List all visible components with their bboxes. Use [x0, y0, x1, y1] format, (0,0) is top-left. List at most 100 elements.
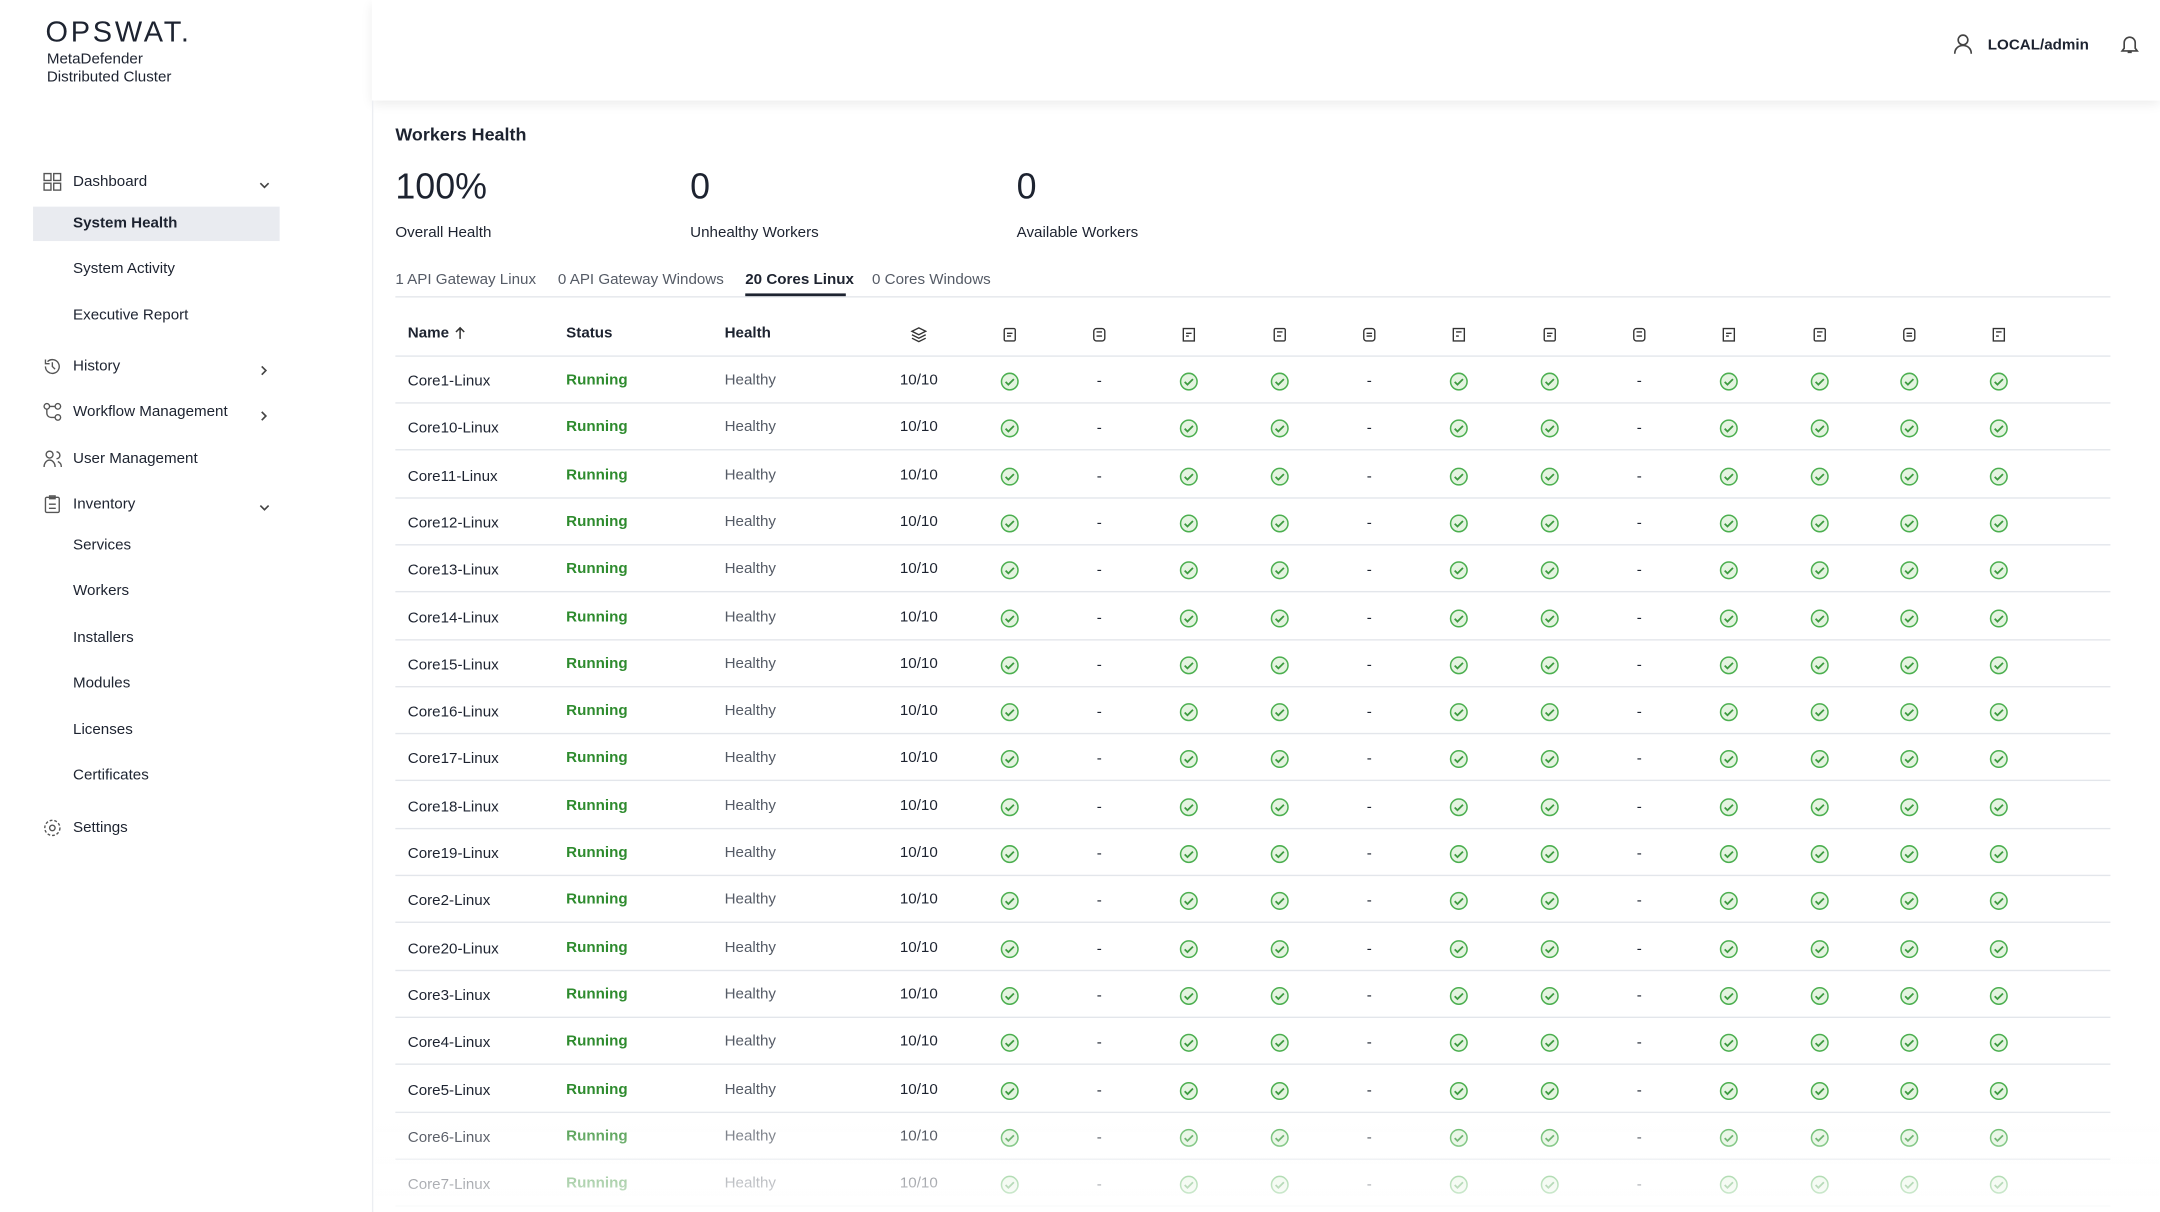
worker-name[interactable]: Core15-Linux	[407, 656, 499, 674]
check-icon	[1989, 939, 2008, 958]
worker-count: 10/10	[899, 891, 938, 909]
worker-name[interactable]: Core7-Linux	[407, 1176, 491, 1194]
worker-name[interactable]: Core18-Linux	[407, 798, 499, 816]
check-icon	[1900, 561, 1919, 580]
chevron	[259, 182, 270, 189]
check-icon	[1449, 1175, 1468, 1194]
nav-subitem[interactable]: Executive Report	[73, 306, 189, 324]
check-icon	[1540, 561, 1559, 580]
worker-name[interactable]: Core2-Linux	[407, 893, 491, 910]
worker-health: Healthy	[724, 371, 776, 389]
empty-cell: -	[1096, 940, 1102, 957]
check-icon	[1540, 939, 1559, 958]
nav-item[interactable]: Dashboard	[73, 173, 148, 191]
worker-name[interactable]: Core17-Linux	[407, 751, 499, 768]
worker-name[interactable]: Core20-Linux	[407, 940, 499, 957]
check-icon-wrap	[1179, 1033, 1198, 1059]
nav-subitem[interactable]: System Activity	[73, 260, 175, 277]
nav-item[interactable]: History	[73, 358, 121, 375]
check-icon	[1449, 986, 1468, 1005]
nav-item[interactable]: Workflow Management	[73, 403, 228, 421]
worker-name[interactable]: Core12-Linux	[407, 515, 499, 532]
check-icon	[1989, 1081, 2008, 1100]
row-border	[395, 638, 2111, 640]
worker-name[interactable]: Core16-Linux	[407, 704, 499, 721]
nav-icon	[44, 819, 61, 837]
check-icon	[1900, 1081, 1919, 1100]
check-icon	[1810, 939, 1829, 958]
row-border	[395, 732, 2111, 735]
empty-cell: -	[1366, 751, 1372, 768]
tab[interactable]: 1 API Gateway Linux	[395, 271, 537, 288]
worker-status: Running	[566, 608, 628, 625]
nav-subitem[interactable]: Services	[73, 536, 132, 554]
check-icon-wrap	[1270, 1128, 1289, 1154]
tab[interactable]: 0 Cores Windows	[871, 271, 991, 288]
nav-subitem[interactable]: Workers	[73, 582, 130, 600]
worker-name[interactable]: Core14-Linux	[407, 609, 499, 627]
check-icon-wrap	[1000, 419, 1019, 445]
column-header[interactable]: Status	[566, 325, 613, 342]
check-icon	[1179, 608, 1198, 627]
check-icon-wrap	[1000, 466, 1019, 492]
row-border	[395, 496, 2111, 499]
tab-underline	[745, 293, 846, 297]
check-icon	[1000, 514, 1019, 533]
logo: OPSWAT.	[45, 16, 192, 49]
worker-name[interactable]: Core19-Linux	[407, 845, 499, 863]
worker-name[interactable]: Core5-Linux	[407, 1082, 491, 1099]
worker-health: Healthy	[724, 560, 776, 578]
check-icon-wrap	[1000, 608, 1019, 634]
check-icon	[1270, 845, 1289, 864]
check-icon-wrap	[1000, 797, 1019, 823]
worker-status: Running	[566, 1175, 628, 1192]
check-icon	[1000, 750, 1019, 769]
worker-name[interactable]: Core1-Linux	[407, 373, 491, 390]
nav-item[interactable]: Settings	[73, 819, 128, 837]
nav-subitem[interactable]: Installers	[73, 628, 134, 646]
nav-subitem[interactable]: Licenses	[73, 721, 133, 738]
column-header[interactable]: Name	[407, 325, 450, 342]
tab[interactable]: 20 Cores Linux	[745, 271, 854, 288]
check-icon-wrap	[1449, 608, 1468, 634]
nav-selected-bg	[33, 205, 280, 241]
chevron-wrap	[258, 497, 272, 522]
check-icon	[1719, 892, 1738, 911]
column-header[interactable]: Health	[724, 325, 771, 342]
worker-name[interactable]: Core13-Linux	[407, 562, 499, 579]
check-icon	[1000, 656, 1019, 675]
check-icon-wrap	[1810, 750, 1829, 776]
worker-name[interactable]: Core6-Linux	[407, 1129, 491, 1146]
worker-name[interactable]: Core10-Linux	[407, 420, 499, 438]
check-icon-wrap	[1810, 703, 1829, 729]
check-icon-wrap	[1179, 750, 1198, 776]
tab[interactable]: 0 API Gateway Windows	[557, 271, 724, 288]
user-name[interactable]: LOCAL/admin	[1987, 37, 2089, 54]
nav-subitem[interactable]: Certificates	[73, 767, 149, 784]
check-icon-wrap	[1989, 750, 2008, 776]
check-icon	[1449, 419, 1468, 438]
check-icon-wrap	[1989, 703, 2008, 729]
worker-name[interactable]: Core3-Linux	[407, 987, 491, 1005]
check-icon-wrap	[1449, 1033, 1468, 1059]
check-icon-wrap	[1900, 703, 1919, 729]
nav-item[interactable]: User Management	[73, 450, 198, 467]
worker-health: Healthy	[724, 844, 776, 861]
check-icon	[1540, 892, 1559, 911]
column-icon	[1093, 327, 1106, 342]
check-icon-wrap	[1270, 514, 1289, 540]
nav-subitem[interactable]: Modules	[73, 674, 131, 692]
nav-icon-wrap	[43, 172, 62, 198]
nav-subitem[interactable]: System Health	[73, 214, 178, 231]
notifications-icon[interactable]	[2120, 33, 2139, 55]
check-icon-wrap	[1270, 703, 1289, 729]
empty-cell: -	[1636, 467, 1642, 485]
row-border	[395, 1110, 2111, 1113]
worker-name[interactable]: Core4-Linux	[407, 1034, 491, 1052]
column-icon	[1452, 327, 1466, 342]
worker-name[interactable]: Core11-Linux	[407, 467, 498, 485]
check-icon	[1270, 1081, 1289, 1100]
nav-item[interactable]: Inventory	[73, 495, 136, 513]
check-icon	[1989, 419, 2008, 438]
